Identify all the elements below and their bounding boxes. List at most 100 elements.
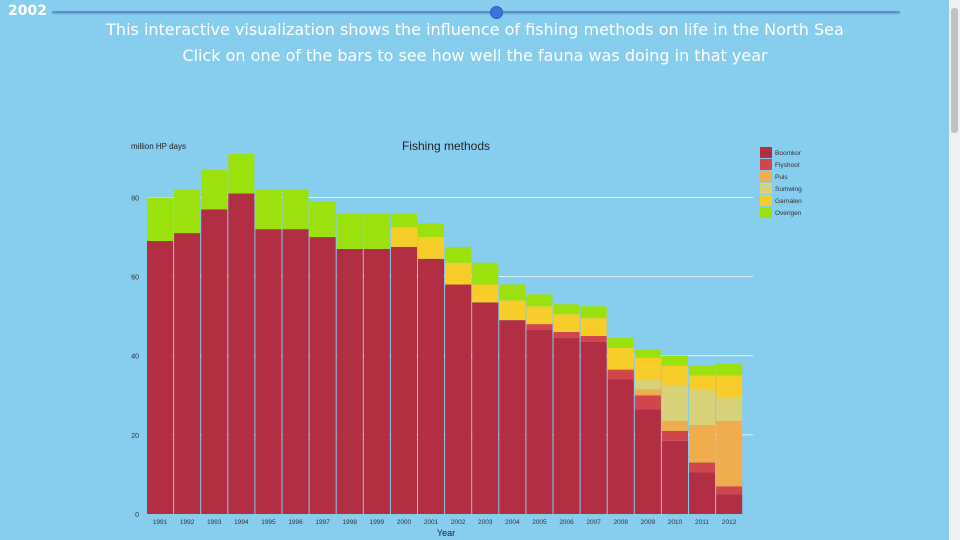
x-tick-label: 2012 (722, 519, 737, 526)
x-tick-label: 2009 (641, 519, 656, 526)
bar-segment-overigen-1997[interactable] (309, 201, 336, 238)
bar-segment-garnalen-2003[interactable] (472, 284, 499, 303)
bar-segment-flyshoot-2006[interactable] (553, 332, 580, 338)
bar-segment-garnalen-2002[interactable] (445, 262, 472, 285)
legend-swatch (760, 159, 772, 170)
bar-segment-boomkor-2004[interactable] (499, 320, 526, 514)
bar-segment-puls-2010[interactable] (661, 421, 688, 431)
bar-segment-boomkor-2002[interactable] (445, 284, 472, 514)
bar-segment-overigen-2002[interactable] (445, 246, 472, 263)
page-scrollbar[interactable] (949, 0, 960, 540)
bar-segment-flyshoot-2008[interactable] (607, 369, 634, 380)
bar-segment-garnalen-2006[interactable] (553, 314, 580, 332)
y-axis-label: million HP days (131, 142, 186, 151)
bar-segment-overigen-2009[interactable] (634, 349, 661, 358)
bar-segment-boomkor-2010[interactable] (661, 440, 688, 514)
bar-segment-garnalen-2001[interactable] (418, 237, 445, 259)
bar-segment-boomkor-2008[interactable] (607, 379, 634, 514)
bar-segment-garnalen-2012[interactable] (716, 375, 743, 398)
bar-segment-flyshoot-2010[interactable] (661, 430, 688, 441)
bar-segment-boomkor-1999[interactable] (363, 248, 390, 515)
bar-segment-boomkor-1995[interactable] (255, 229, 282, 514)
bar-segment-boomkor-2007[interactable] (580, 341, 607, 514)
bar-segment-flyshoot-2007[interactable] (580, 335, 607, 342)
bar-segment-boomkor-1996[interactable] (282, 229, 309, 514)
x-tick-label: 1997 (315, 519, 330, 526)
bar-segment-overigen-2011[interactable] (689, 365, 716, 376)
x-tick-label: 2000 (397, 519, 412, 526)
x-tick-label: 2010 (668, 519, 683, 526)
y-axis: 0 20 40 60 80 (131, 195, 139, 519)
bar-segment-garnalen-2011[interactable] (689, 375, 716, 390)
bar-segment-overigen-1998[interactable] (336, 213, 363, 249)
bar-segment-boomkor-2011[interactable] (689, 472, 716, 514)
bar-segment-boomkor-2000[interactable] (390, 246, 417, 514)
bar-segment-boomkor-1997[interactable] (309, 237, 336, 515)
bar-segment-overigen-1993[interactable] (201, 169, 228, 210)
bar-segment-garnalen-2009[interactable] (634, 357, 661, 380)
bar-segment-garnalen-2005[interactable] (526, 306, 553, 325)
bar-segment-flyshoot-2011[interactable] (689, 462, 716, 473)
scrollbar-thumb[interactable] (951, 8, 958, 133)
bar-segment-boomkor-2001[interactable] (418, 258, 445, 514)
bar-segment-boomkor-2006[interactable] (553, 337, 580, 514)
bar-segment-puls-2012[interactable] (716, 421, 743, 487)
bar-segment-boomkor-1992[interactable] (174, 233, 201, 514)
bar-segment-overigen-1994[interactable] (228, 153, 255, 194)
x-tick-label: 2007 (586, 519, 601, 526)
bar-segment-sumwing-2009[interactable] (634, 379, 661, 390)
bar-segment-puls-2011[interactable] (689, 424, 716, 463)
year-display: 2002 (8, 3, 47, 19)
bar-segment-overigen-2008[interactable] (607, 337, 634, 348)
legend-label: Boomkor (775, 150, 802, 157)
bar-segment-garnalen-2004[interactable] (499, 300, 526, 321)
bar-segment-sumwing-2012[interactable] (716, 397, 743, 422)
bar-segment-overigen-2004[interactable] (499, 284, 526, 301)
bar-segment-overigen-2005[interactable] (526, 294, 553, 307)
bar-segment-boomkor-1991[interactable] (147, 241, 174, 514)
bar-segment-overigen-1991[interactable] (147, 197, 174, 241)
bar-segment-garnalen-2007[interactable] (580, 318, 607, 336)
bar-segment-overigen-2000[interactable] (390, 213, 417, 228)
x-tick-label: 2002 (451, 519, 466, 526)
legend-swatch (760, 195, 772, 206)
bar-segment-boomkor-1998[interactable] (336, 248, 363, 515)
x-tick-label: 2003 (478, 519, 493, 526)
legend-swatch (760, 183, 772, 194)
bar-segment-garnalen-2010[interactable] (661, 365, 688, 386)
bar-segment-overigen-2003[interactable] (472, 262, 499, 285)
y-tick-label: 0 (135, 512, 139, 519)
bar-segment-overigen-2012[interactable] (716, 363, 743, 376)
bar-segment-overigen-2010[interactable] (661, 355, 688, 366)
bar-segment-garnalen-2008[interactable] (607, 347, 634, 370)
bar-segment-puls-2009[interactable] (634, 389, 661, 396)
year-slider-track[interactable] (52, 11, 900, 13)
bar-segment-overigen-2006[interactable] (553, 304, 580, 315)
bar-segment-boomkor-1994[interactable] (228, 193, 255, 515)
bar-segment-sumwing-2010[interactable] (661, 385, 688, 422)
bar-segment-overigen-1995[interactable] (255, 189, 282, 230)
bar-segment-overigen-2001[interactable] (418, 223, 445, 238)
bar-segment-overigen-1996[interactable] (282, 189, 309, 230)
bar-segment-boomkor-2009[interactable] (634, 409, 661, 514)
x-tick-label: 1995 (261, 519, 276, 526)
bar-segment-overigen-1999[interactable] (363, 213, 390, 249)
bar-segment-flyshoot-2009[interactable] (634, 395, 661, 410)
bar-segment-boomkor-2003[interactable] (472, 302, 499, 514)
bar-segment-boomkor-2005[interactable] (526, 330, 553, 514)
bar-segment-flyshoot-2005[interactable] (526, 324, 553, 331)
bar-segment-garnalen-2000[interactable] (390, 227, 417, 247)
page-heading-line-1: This interactive visualization shows the… (106, 20, 844, 39)
x-tick-label: 2005 (532, 519, 547, 526)
y-tick-label: 20 (131, 433, 139, 440)
y-tick-label: 40 (131, 354, 139, 361)
bar-segment-boomkor-2012[interactable] (716, 494, 743, 514)
x-tick-label: 2006 (559, 519, 574, 526)
x-tick-label: 1994 (234, 519, 249, 526)
bar-segment-sumwing-2011[interactable] (689, 389, 716, 425)
bar-segment-flyshoot-2012[interactable] (716, 486, 743, 495)
year-slider-handle[interactable] (489, 6, 503, 19)
bar-segment-overigen-1992[interactable] (174, 189, 201, 234)
bar-segment-boomkor-1993[interactable] (201, 209, 228, 514)
bar-segment-overigen-2007[interactable] (580, 306, 607, 319)
